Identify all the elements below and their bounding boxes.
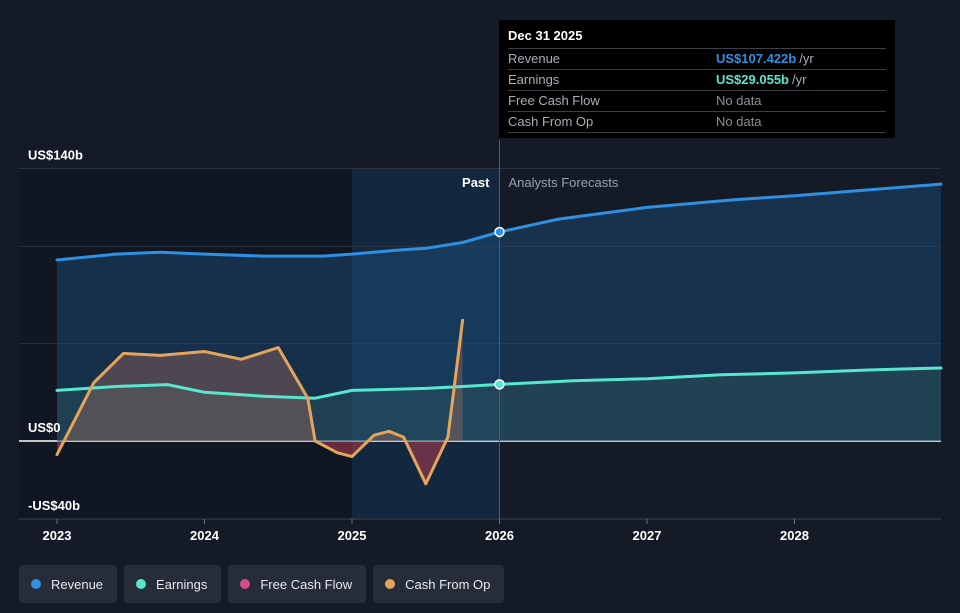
earnings-marker — [494, 379, 505, 390]
x-tick-label: 2026 — [485, 528, 514, 543]
forecast-label: Analysts Forecasts — [509, 175, 619, 190]
tooltip-label: Revenue — [508, 51, 561, 66]
tooltip-value: US$29.055b — [716, 72, 789, 87]
legend-label: Free Cash Flow — [260, 576, 353, 592]
x-tick-label: 2027 — [633, 528, 662, 543]
tooltip-row-earnings: Earnings US$29.055b /yr — [508, 69, 886, 90]
tooltip-label: Cash From Op — [508, 114, 594, 129]
cash-from-op-line — [55, 318, 465, 486]
past-label: Past — [462, 175, 490, 190]
tooltip-value: No data — [716, 114, 762, 129]
tooltip-label: Earnings — [508, 72, 560, 87]
legend-item-cash-from-op[interactable]: Cash From Op — [373, 565, 505, 603]
legend-label: Revenue — [51, 576, 104, 592]
legend-item-free-cash-flow[interactable]: Free Cash Flow — [228, 565, 367, 603]
x-tick-label: 2025 — [338, 528, 367, 543]
series-lines — [55, 182, 943, 486]
tooltip-date: Dec 31 2025 — [508, 28, 583, 43]
legend-item-revenue[interactable]: Revenue — [19, 565, 118, 603]
tooltip-row-revenue: Revenue US$107.422b /yr — [508, 48, 886, 69]
axis-labels: Past Analysts Forecasts US$140b US$0 -US$40b… — [28, 148, 809, 543]
y-tick-label: US$0 — [28, 420, 61, 435]
legend-dot-icon — [136, 579, 147, 589]
tooltip: Dec 31 2025 Revenue US$107.422b /yr Earn… — [499, 20, 895, 138]
legend-dot-icon — [31, 579, 41, 589]
tooltip-unit: /yr — [792, 72, 807, 87]
tooltip-unit: /yr — [799, 51, 814, 66]
legend-item-earnings[interactable]: Earnings — [124, 565, 222, 603]
legend-label: Cash From Op — [405, 576, 491, 592]
revenue-line — [55, 182, 943, 262]
tooltip-value: US$107.422b — [716, 51, 797, 66]
y-tick-label: US$140b — [28, 148, 83, 163]
tooltip-row-cash-from-op: Cash From Op No data — [508, 111, 886, 133]
x-tick-label: 2024 — [190, 528, 220, 543]
cash-from-op-area-negative — [57, 441, 463, 484]
legend-dot-icon — [385, 579, 396, 589]
cash-from-op-area-positive — [57, 320, 463, 441]
tooltip-value: No data — [716, 93, 762, 108]
legend: Revenue Earnings Free Cash Flow Cash Fro… — [19, 565, 505, 603]
revenue-marker — [494, 226, 505, 238]
legend-dot-icon — [240, 579, 251, 589]
hover-markers — [494, 140, 505, 519]
y-tick-label: -US$40b — [28, 498, 80, 513]
x-tick-label: 2023 — [43, 528, 72, 543]
tooltip-label: Free Cash Flow — [508, 93, 600, 108]
legend-label: Earnings — [156, 576, 208, 592]
x-tick-label: 2028 — [780, 528, 809, 543]
tooltip-row-free-cash-flow: Free Cash Flow No data — [508, 90, 886, 111]
earnings-line — [55, 366, 943, 400]
